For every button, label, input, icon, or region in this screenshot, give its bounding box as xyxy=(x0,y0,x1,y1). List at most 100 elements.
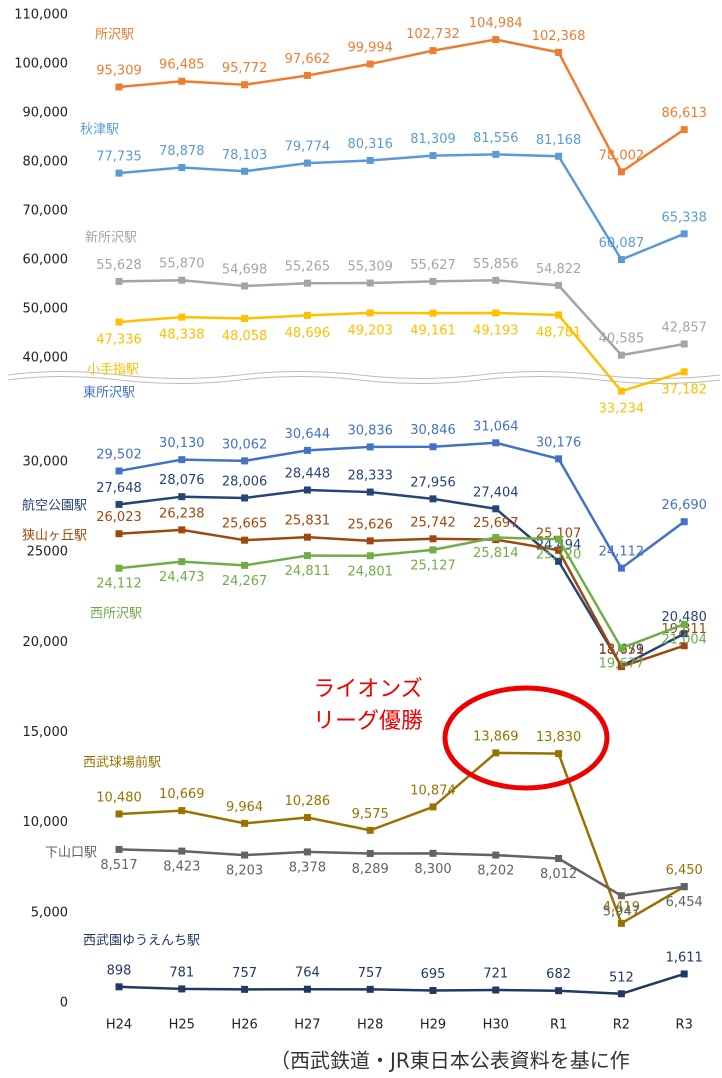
point xyxy=(303,486,311,494)
data-label: 10,480 xyxy=(96,791,142,806)
point xyxy=(366,488,374,496)
data-label: 78,878 xyxy=(159,144,205,159)
data-label: 48,338 xyxy=(159,328,205,343)
data-label: 8,517 xyxy=(100,858,137,873)
point xyxy=(492,986,500,994)
point xyxy=(241,315,249,323)
data-label: 37,182 xyxy=(661,382,707,397)
data-label: 30,846 xyxy=(410,423,456,438)
data-label: 9,964 xyxy=(226,800,263,815)
point xyxy=(555,281,563,289)
data-label: 19,677 xyxy=(599,657,645,672)
data-label: 55,628 xyxy=(96,258,142,273)
series-line xyxy=(118,528,685,669)
series-line xyxy=(118,972,685,996)
data-label: 25,831 xyxy=(285,514,331,529)
point xyxy=(429,803,437,811)
point xyxy=(115,564,123,572)
point xyxy=(178,276,186,284)
point xyxy=(429,986,437,994)
data-label: 54,698 xyxy=(222,262,268,277)
series-line xyxy=(118,38,685,174)
data-label: 49,161 xyxy=(410,324,456,339)
point xyxy=(617,919,625,927)
data-label: 33,234 xyxy=(599,402,645,417)
data-label: 42,857 xyxy=(661,321,707,336)
data-label: 13,869 xyxy=(473,729,519,744)
series-name: 所沢駅 xyxy=(95,28,134,43)
point xyxy=(617,351,625,359)
data-label: 47,336 xyxy=(96,333,142,348)
point xyxy=(366,443,374,451)
data-label: 81,556 xyxy=(473,131,519,146)
data-label: 4,419 xyxy=(603,900,640,915)
x-tick-label: H30 xyxy=(483,1018,509,1033)
y-tick-label: 100,000 xyxy=(14,57,68,72)
point xyxy=(115,83,123,91)
point xyxy=(680,340,688,348)
point xyxy=(617,663,625,671)
series-name: 西武園ゆうえんち駅 xyxy=(83,934,200,949)
point xyxy=(555,455,563,463)
point xyxy=(555,557,563,565)
point xyxy=(115,318,123,326)
data-label: 1,611 xyxy=(666,950,703,965)
series-line xyxy=(118,536,685,650)
data-label: 55,627 xyxy=(410,258,456,273)
point xyxy=(555,855,563,863)
data-label: 104,984 xyxy=(469,16,523,31)
data-label: 26,238 xyxy=(159,506,205,521)
data-label: 49,193 xyxy=(473,323,519,338)
y-tick-label: 80,000 xyxy=(23,155,69,170)
data-label: 86,613 xyxy=(661,106,707,121)
data-label: 60,087 xyxy=(599,236,645,251)
point xyxy=(617,892,625,900)
point xyxy=(366,279,374,287)
point xyxy=(115,169,123,177)
data-label: 5,947 xyxy=(603,904,640,919)
series-name: 小手指駅 xyxy=(87,363,139,378)
series-name: 秋津駅 xyxy=(80,123,119,138)
point xyxy=(366,156,374,164)
series-name: 西所沢駅 xyxy=(90,607,142,622)
data-label: 54,822 xyxy=(536,262,582,277)
data-label: 77,735 xyxy=(96,150,142,165)
point xyxy=(241,561,249,569)
data-label: 13,830 xyxy=(536,730,582,745)
annotation: ライオンズ xyxy=(313,677,423,702)
point xyxy=(303,279,311,287)
point xyxy=(303,848,311,856)
data-label: 682 xyxy=(546,967,571,982)
annotation: リーグ優勝 xyxy=(313,709,423,734)
data-label: 102,368 xyxy=(532,29,586,44)
point xyxy=(492,533,500,541)
point xyxy=(241,985,249,993)
data-label: 8,378 xyxy=(289,860,326,875)
y-tick-label: 5,000 xyxy=(31,905,68,920)
data-label: 81,168 xyxy=(536,133,582,148)
data-label: 8,012 xyxy=(540,867,577,882)
point xyxy=(429,277,437,285)
point xyxy=(429,443,437,451)
point xyxy=(555,311,563,319)
data-label: 6,450 xyxy=(666,863,703,878)
data-label: 27,648 xyxy=(96,481,142,496)
data-label: 48,781 xyxy=(536,325,582,340)
point xyxy=(617,990,625,998)
y-tick-label: 10,000 xyxy=(23,815,69,830)
data-label: 25,720 xyxy=(536,548,582,563)
point xyxy=(115,983,123,991)
point xyxy=(492,439,500,447)
data-label: 78,103 xyxy=(222,148,268,163)
y-tick-label: 60,000 xyxy=(23,253,69,268)
point xyxy=(366,826,374,834)
data-label: 21,004 xyxy=(661,633,707,648)
point xyxy=(241,167,249,175)
point xyxy=(680,518,688,526)
note: （西武鉄道・JR東日本公表資料を基に作 xyxy=(270,1049,630,1073)
x-tick-label: R3 xyxy=(676,1018,693,1033)
data-label: 512 xyxy=(609,970,634,985)
data-label: 31,064 xyxy=(473,419,519,434)
y-tick-label: 50,000 xyxy=(23,302,69,317)
